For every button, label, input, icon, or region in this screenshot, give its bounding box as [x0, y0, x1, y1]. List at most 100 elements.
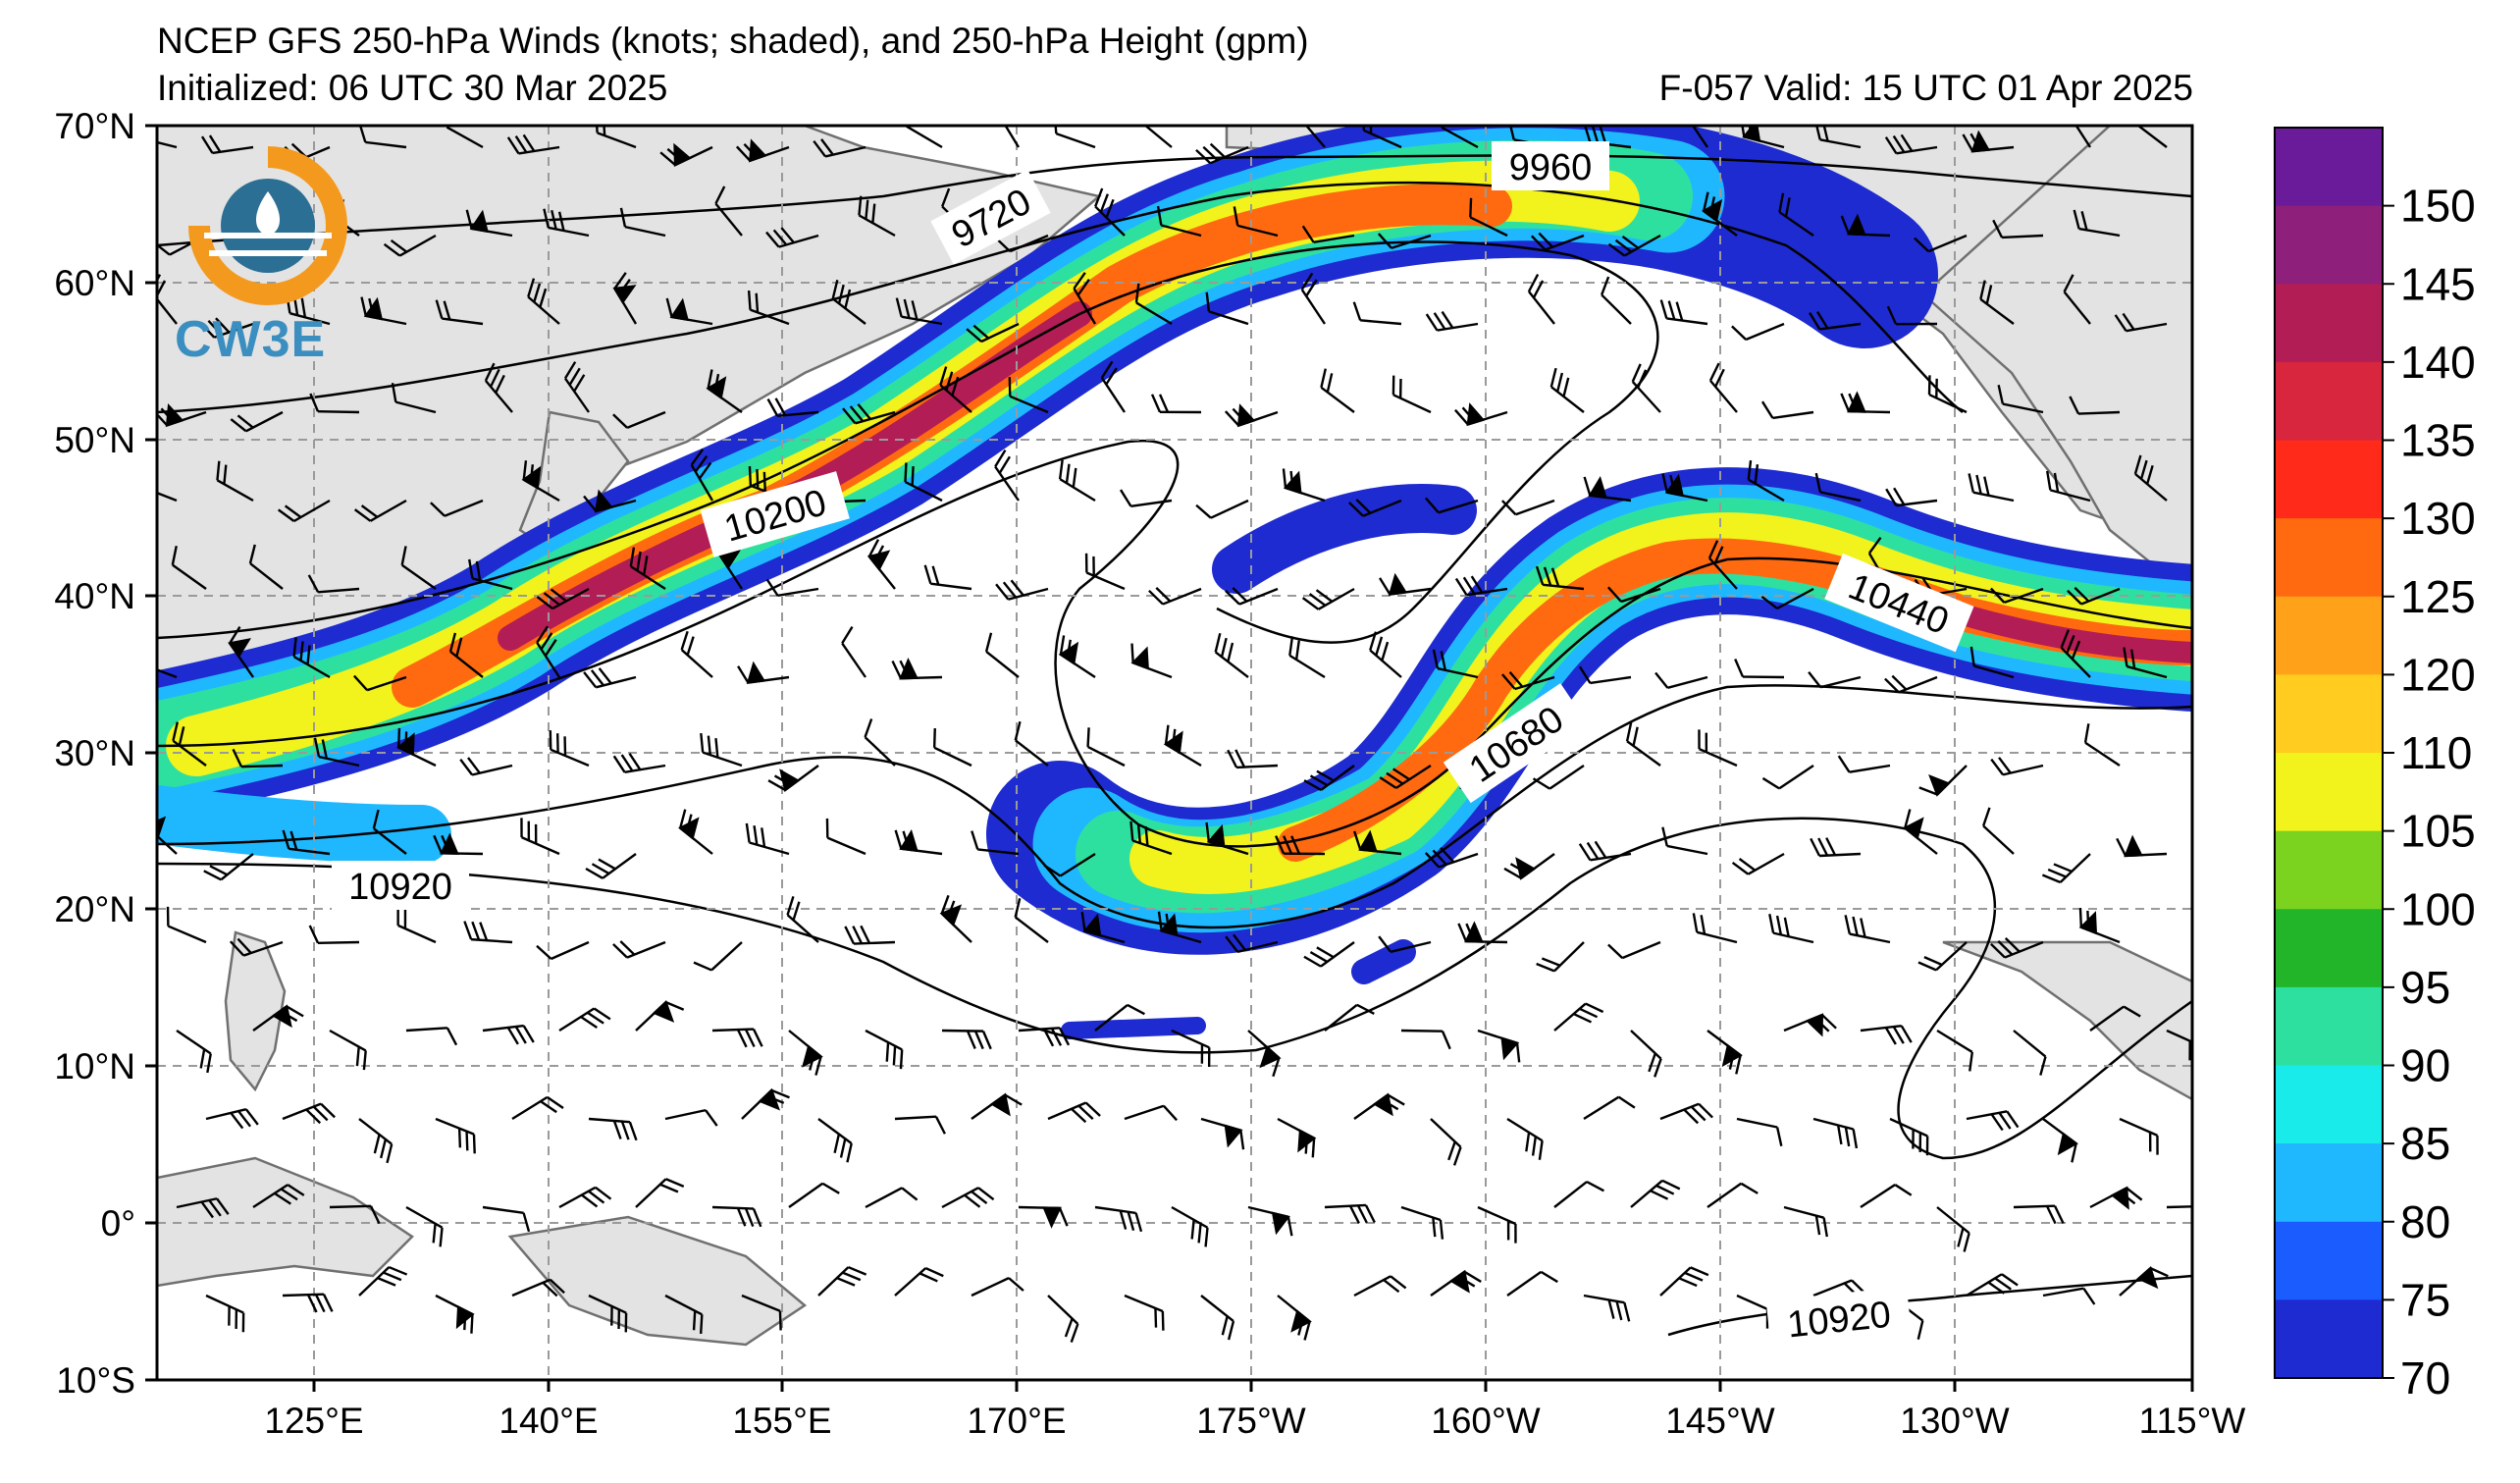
wind-barb [664, 1294, 704, 1334]
wind-barb [463, 921, 513, 944]
wind-barb [1625, 721, 1661, 767]
colorbar-label: 125 [2400, 571, 2476, 622]
initialized-time: Initialized: 06 UTC 30 Mar 2025 [157, 68, 668, 108]
contour-9960 [157, 181, 1964, 414]
wind-barb [1205, 291, 1249, 326]
wind-barb [2073, 209, 2121, 238]
wind-barb [435, 1294, 475, 1334]
wind-barb [1352, 301, 1402, 326]
wind-barb [1889, 1117, 1929, 1156]
logo-sun-arc [188, 146, 347, 305]
wind-barb [735, 138, 790, 163]
wind-barb [1303, 941, 1355, 968]
wind-barb [1150, 394, 1202, 414]
wind-barb [786, 896, 819, 943]
wind-barb [1500, 499, 1555, 516]
wind-barb [2060, 629, 2091, 678]
lon-label-130w: 130°W [1900, 1401, 2010, 1441]
wind-barb [1014, 720, 1049, 767]
wind-barb [894, 1266, 944, 1297]
wind-barb [1377, 233, 1432, 249]
wind-barb [891, 658, 943, 680]
wind-barb [1129, 821, 1173, 856]
wind-barb [1008, 377, 1049, 414]
longitude-labels: 125°E 140°E 155°E 170°E 175°W 160°W 145°… [264, 1401, 2245, 1441]
wind-barb [1200, 1117, 1245, 1150]
wind-barb [329, 1204, 381, 1225]
wind-barb [665, 297, 713, 326]
wind-barb [1503, 853, 1555, 880]
wind-barb [1968, 473, 2015, 503]
wind-barb [482, 1205, 531, 1233]
wind-barb [2133, 454, 2168, 502]
wind-barb [1100, 360, 1127, 413]
wind-barb [1124, 1294, 1165, 1331]
wind-barb [971, 1092, 1023, 1120]
wind-barb [2078, 908, 2121, 944]
wind-barb [520, 818, 560, 856]
wind-barb [1553, 1181, 1605, 1208]
wind-barb [1783, 1013, 1837, 1037]
wind-barb [277, 499, 331, 523]
wind-barb [2166, 1204, 2192, 1209]
wind-barb [1425, 310, 1479, 332]
wind-barb [629, 547, 666, 591]
wind-barb [1578, 665, 1632, 685]
wind-barb [484, 362, 513, 413]
wind-barb [405, 1027, 458, 1046]
wind-barb [1706, 1030, 1743, 1075]
latitude-labels: 70°N 60°N 50°N 40°N 30°N 20°N 10°N 0° 10… [54, 106, 135, 1401]
wind-barb [1214, 632, 1249, 678]
wind-barb [864, 718, 896, 767]
wind-barb [1734, 659, 1785, 679]
wind-barb [2119, 1117, 2159, 1155]
wind-barb [1860, 1184, 1913, 1209]
wind-barb [1506, 1117, 1544, 1160]
wind-barb [205, 1108, 259, 1130]
wind-barb [360, 296, 407, 326]
colorbar-label: 90 [2400, 1040, 2450, 1091]
wind-barb [583, 667, 637, 689]
wind-barb [1425, 497, 1479, 514]
wind-barb [435, 299, 484, 326]
wind-barb [2114, 312, 2168, 333]
wind-barb [866, 539, 896, 590]
wind-barb [448, 632, 484, 678]
wind-barb [465, 209, 513, 238]
wind-barb [1966, 1273, 2019, 1298]
colorbar: 150 145 140 135 130 125 120 110 105 100 95 90 85 80 75… [2274, 127, 2476, 1404]
wind-barb [1783, 1205, 1828, 1238]
contour-10200 [157, 240, 1659, 644]
wind-barb [865, 1029, 904, 1070]
wind-barb [1300, 272, 1326, 325]
wind-barb [1124, 1104, 1179, 1122]
map-title: NCEP GFS 250-hPa Winds (knots; shaded), … [157, 21, 1309, 61]
wind-barb [813, 138, 866, 158]
wind-barb [1400, 1029, 1451, 1050]
mexico-land [1942, 940, 2192, 1101]
wind-barb [1840, 213, 1891, 238]
wind-barb [1837, 755, 1891, 773]
wind-barb [1630, 1179, 1681, 1208]
logo-droplet-icon [255, 191, 281, 236]
wind-barb [2123, 647, 2168, 679]
jet-patch-blob [1351, 939, 1416, 984]
colorbar-label: 150 [2400, 181, 2476, 232]
wind-barb [1247, 1030, 1282, 1078]
colorbar-label: 110 [2400, 727, 2472, 778]
wind-barb [788, 1030, 823, 1076]
wind-barb [1353, 1092, 1405, 1120]
wind-barb [1702, 191, 1738, 237]
wind-barb [543, 208, 590, 238]
wind-barb [825, 818, 866, 856]
wind-barb [171, 546, 207, 590]
wind-barb [1440, 126, 1479, 149]
wind-barb [506, 133, 560, 155]
wind-barb [693, 941, 743, 972]
colorbar-swatch [2275, 753, 2383, 832]
wind-barb [1813, 126, 1862, 149]
wind-barb [1809, 310, 1862, 331]
wind-barb [1706, 1182, 1759, 1208]
wind-barb [2116, 834, 2168, 858]
wind-barb [396, 727, 437, 768]
